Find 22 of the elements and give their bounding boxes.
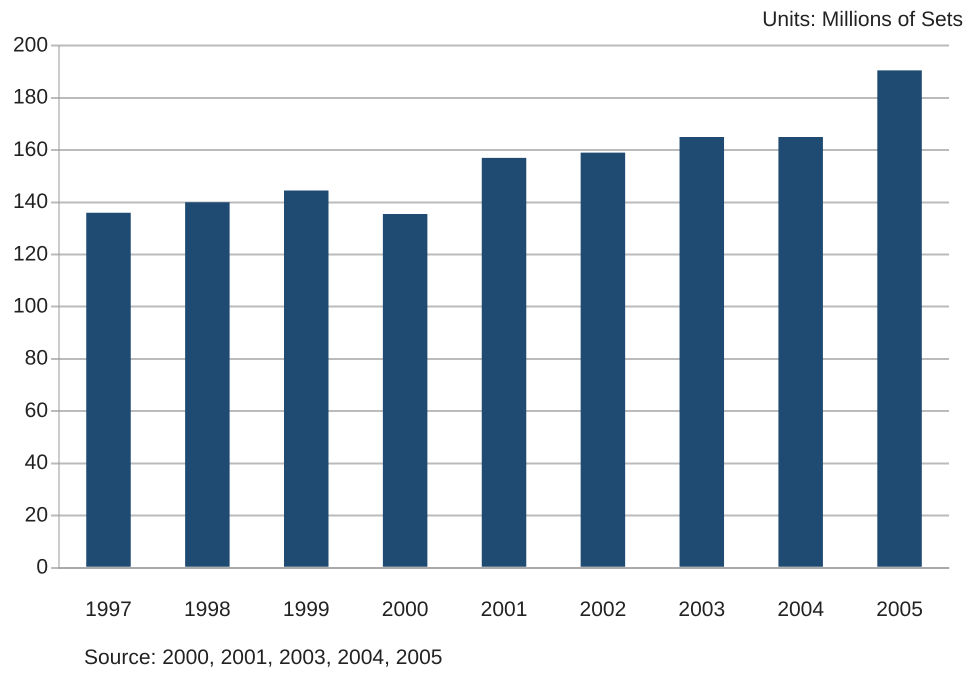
x-tick-label: 1998 [184, 598, 231, 622]
x-tick-label: 1999 [282, 598, 330, 622]
y-axis-title: Units: Millions of Sets [762, 8, 963, 32]
y-tick-label: 100 [12, 294, 48, 318]
source-note: Source: 2000, 2001, 2003, 2004, 2005 [84, 646, 442, 670]
x-tick-label: 2001 [480, 598, 528, 622]
x-tick-label: 2005 [876, 598, 923, 622]
x-tick-label: 2002 [580, 598, 626, 622]
y-tick-label: 160 [12, 138, 48, 161]
y-tick-label: 140 [12, 190, 48, 214]
y-tick-label: 120 [12, 242, 48, 266]
x-tick-label: 2004 [777, 598, 824, 622]
y-tick-label: 40 [24, 451, 48, 474]
y-tick-label: 180 [12, 86, 48, 109]
x-tick-label: 1997 [85, 598, 132, 622]
x-tick-label: 2000 [382, 598, 428, 622]
y-tick-label: 200 [12, 33, 48, 56]
y-tick-label: 0 [36, 556, 48, 579]
y-tick-label: 60 [24, 398, 48, 422]
y-tick-label: 80 [24, 346, 48, 370]
x-tick-label: 2003 [678, 598, 726, 622]
y-tick-label: 20 [24, 503, 48, 526]
